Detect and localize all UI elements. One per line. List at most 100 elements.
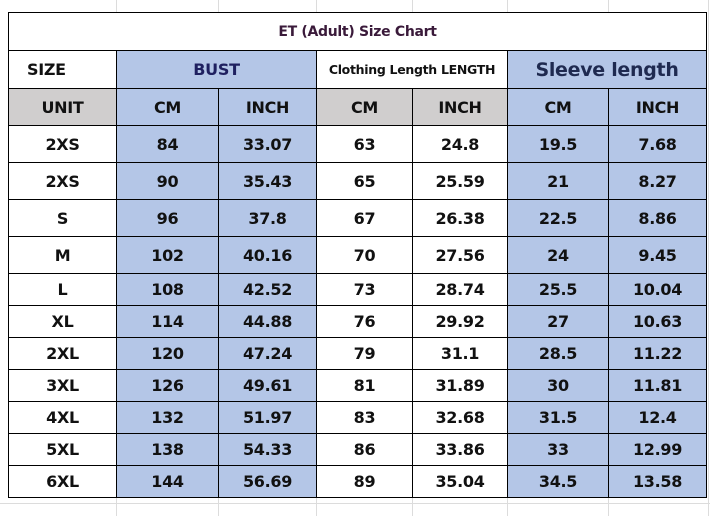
cell-sleeve-cm: 25.5: [507, 273, 609, 306]
unit-cell-length-inch: INCH: [412, 88, 508, 126]
bust-header: BUST: [116, 50, 317, 89]
cell-sleeve-inch: 9.45: [608, 236, 707, 274]
cell-length-inch: 35.04: [412, 465, 508, 498]
cell-length-inch: 25.59: [412, 162, 508, 200]
cell-bust-inch: 49.61: [218, 369, 317, 402]
cell-length-inch: 24.8: [412, 125, 508, 163]
clothing-length-header: Clothing Length LENGTH: [316, 50, 508, 89]
cell-length-cm: 86: [316, 433, 413, 466]
cell-bust-inch: 35.43: [218, 162, 317, 200]
cell-size: 5XL: [8, 433, 117, 466]
table-row: L 108 42.52 73 28.74 25.5 10.04: [8, 273, 707, 306]
cell-length-cm: 67: [316, 199, 413, 237]
cell-sleeve-inch: 8.86: [608, 199, 707, 237]
table-body: 2XS 84 33.07 63 24.8 19.5 7.68 2XS 90 35.43 65 25.5…: [8, 125, 707, 498]
cell-sleeve-cm: 21: [507, 162, 609, 200]
cell-bust-cm: 96: [116, 199, 219, 237]
cell-length-cm: 81: [316, 369, 413, 402]
cell-length-cm: 70: [316, 236, 413, 274]
cell-length-cm: 73: [316, 273, 413, 306]
cell-size: L: [8, 273, 117, 306]
cell-sleeve-inch: 13.58: [608, 465, 707, 498]
cell-length-cm: 83: [316, 401, 413, 434]
table-row: 3XL 126 49.61 81 31.89 30 11.81: [8, 369, 707, 402]
table-row: 6XL 144 56.69 89 35.04 34.5 13.58: [8, 465, 707, 498]
cell-bust-inch: 33.07: [218, 125, 317, 163]
cell-bust-cm: 102: [116, 236, 219, 274]
cell-length-inch: 27.56: [412, 236, 508, 274]
table-row: M 102 40.16 70 27.56 24 9.45: [8, 236, 707, 274]
gridline: [708, 0, 709, 516]
cell-bust-inch: 40.16: [218, 236, 317, 274]
unit-cell-sleeve-cm: CM: [507, 88, 609, 126]
cell-sleeve-cm: 28.5: [507, 337, 609, 370]
cell-sleeve-cm: 24: [507, 236, 609, 274]
cell-sleeve-inch: 11.81: [608, 369, 707, 402]
cell-size: 6XL: [8, 465, 117, 498]
cell-sleeve-inch: 10.63: [608, 305, 707, 338]
cell-length-inch: 31.89: [412, 369, 508, 402]
cell-sleeve-cm: 33: [507, 433, 609, 466]
cell-size: 2XS: [8, 162, 117, 200]
cell-bust-cm: 90: [116, 162, 219, 200]
cell-bust-inch: 37.8: [218, 199, 317, 237]
cell-bust-cm: 108: [116, 273, 219, 306]
unit-cell-sleeve-inch: INCH: [608, 88, 707, 126]
sleeve-length-header: Sleeve length: [507, 50, 707, 89]
cell-length-cm: 76: [316, 305, 413, 338]
cell-bust-cm: 132: [116, 401, 219, 434]
cell-size: XL: [8, 305, 117, 338]
cell-bust-cm: 114: [116, 305, 219, 338]
cell-length-cm: 79: [316, 337, 413, 370]
gridline: [0, 503, 710, 504]
cell-length-inch: 33.86: [412, 433, 508, 466]
cell-length-cm: 89: [316, 465, 413, 498]
table-row: 5XL 138 54.33 86 33.86 33 12.99: [8, 433, 707, 466]
cell-sleeve-cm: 30: [507, 369, 609, 402]
cell-sleeve-cm: 27: [507, 305, 609, 338]
cell-bust-inch: 54.33: [218, 433, 317, 466]
cell-size: 2XS: [8, 125, 117, 163]
cell-size: 2XL: [8, 337, 117, 370]
table-row: S 96 37.8 67 26.38 22.5 8.86: [8, 199, 707, 237]
cell-sleeve-inch: 12.4: [608, 401, 707, 434]
cell-length-inch: 29.92: [412, 305, 508, 338]
table-row: 2XL 120 47.24 79 31.1 28.5 11.22: [8, 337, 707, 370]
cell-sleeve-cm: 22.5: [507, 199, 609, 237]
table-row: 2XS 84 33.07 63 24.8 19.5 7.68: [8, 125, 707, 163]
unit-row: UNIT CM INCH CM INCH CM INCH: [8, 88, 707, 126]
cell-sleeve-cm: 19.5: [507, 125, 609, 163]
cell-length-inch: 32.68: [412, 401, 508, 434]
cell-length-cm: 65: [316, 162, 413, 200]
cell-bust-cm: 144: [116, 465, 219, 498]
cell-bust-inch: 47.24: [218, 337, 317, 370]
cell-bust-inch: 56.69: [218, 465, 317, 498]
size-chart-table: ET (Adult) Size Chart SIZE BUST Clothing…: [8, 12, 707, 498]
cell-sleeve-inch: 7.68: [608, 125, 707, 163]
cell-sleeve-cm: 34.5: [507, 465, 609, 498]
cell-sleeve-cm: 31.5: [507, 401, 609, 434]
unit-cell-size: UNIT: [8, 88, 117, 126]
cell-sleeve-inch: 11.22: [608, 337, 707, 370]
cell-bust-cm: 120: [116, 337, 219, 370]
cell-length-inch: 28.74: [412, 273, 508, 306]
cell-sleeve-inch: 12.99: [608, 433, 707, 466]
cell-size: M: [8, 236, 117, 274]
table-row: XL 114 44.88 76 29.92 27 10.63: [8, 305, 707, 338]
table-row: 4XL 132 51.97 83 32.68 31.5 12.4: [8, 401, 707, 434]
unit-cell-bust-cm: CM: [116, 88, 219, 126]
cell-length-inch: 26.38: [412, 199, 508, 237]
chart-title: ET (Adult) Size Chart: [8, 12, 707, 51]
cell-size: 3XL: [8, 369, 117, 402]
cell-bust-inch: 44.88: [218, 305, 317, 338]
cell-length-inch: 31.1: [412, 337, 508, 370]
cell-size: 4XL: [8, 401, 117, 434]
unit-cell-length-cm: CM: [316, 88, 413, 126]
size-header: SIZE: [8, 50, 117, 89]
table-row: 2XS 90 35.43 65 25.59 21 8.27: [8, 162, 707, 200]
cell-size: S: [8, 199, 117, 237]
cell-bust-inch: 51.97: [218, 401, 317, 434]
cell-length-cm: 63: [316, 125, 413, 163]
cell-bust-cm: 138: [116, 433, 219, 466]
cell-bust-inch: 42.52: [218, 273, 317, 306]
